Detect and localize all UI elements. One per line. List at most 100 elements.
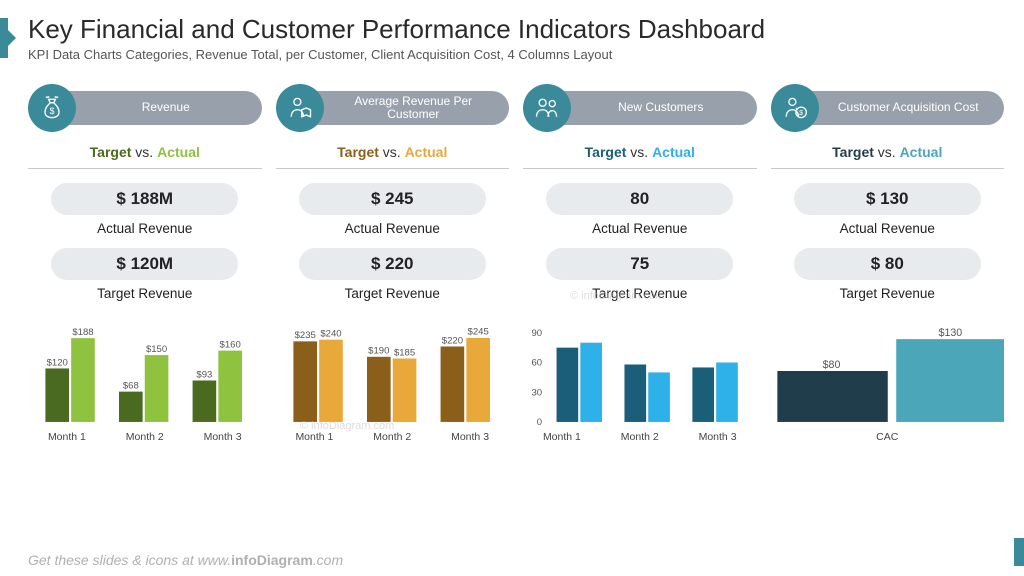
chart: $120$188$68$150$93$160 Month 1Month 2Mon… <box>28 313 262 443</box>
chart: $80 $130 CAC <box>771 313 1005 443</box>
svg-text:$: $ <box>50 106 55 116</box>
svg-text:$188: $188 <box>72 327 93 338</box>
tva-actual: Actual <box>900 144 943 160</box>
pill-header: Average Revenue Per Customer <box>276 84 510 132</box>
bar <box>319 340 343 422</box>
bar <box>557 348 579 422</box>
actual-value-pill: $ 188M <box>51 183 238 215</box>
chart-svg: $235$240$190$185$220$245 <box>276 313 510 429</box>
actual-value-pill: $ 130 <box>794 183 981 215</box>
svg-text:$235: $235 <box>294 330 315 341</box>
bar <box>777 371 887 422</box>
tva-actual: Actual <box>652 144 695 160</box>
pill-header: New Customers <box>523 84 757 132</box>
divider <box>523 168 757 169</box>
actual-value-label: Actual Revenue <box>592 221 687 236</box>
bar <box>692 367 714 421</box>
chart-xlabel: Month 2 <box>126 431 164 443</box>
page-subtitle: KPI Data Charts Categories, Revenue Tota… <box>28 47 1004 62</box>
accent-left <box>0 18 8 58</box>
target-value-label: Target Revenue <box>592 286 687 301</box>
chart-xlabel: Month 3 <box>451 431 489 443</box>
tva-target: Target <box>337 144 379 160</box>
tva-actual: Actual <box>157 144 200 160</box>
svg-text:90: 90 <box>531 328 542 339</box>
svg-text:$68: $68 <box>123 380 139 391</box>
actual-value-pill: $ 245 <box>299 183 486 215</box>
tva-target: Target <box>832 144 874 160</box>
pill-header: $ Revenue <box>28 84 262 132</box>
chart-xlabel: Month 1 <box>543 431 581 443</box>
actual-value-label: Actual Revenue <box>97 221 192 236</box>
chart-svg: $80 $130 <box>771 313 1005 429</box>
kpi-column-cac: $ Customer Acquisition Cost Target vs. A… <box>771 84 1005 443</box>
tva-vs: vs. <box>626 144 652 160</box>
target-vs-actual: Target vs. Actual <box>585 144 695 160</box>
target-value-pill: $ 220 <box>299 248 486 280</box>
chart-xlabel: Month 1 <box>295 431 333 443</box>
kpi-label: Average Revenue Per Customer <box>300 91 510 125</box>
bar <box>580 343 602 422</box>
bar <box>45 368 69 421</box>
header: Key Financial and Customer Performance I… <box>0 0 1024 68</box>
bar <box>716 363 738 422</box>
chart-xlabel: CAC <box>876 431 898 443</box>
bar <box>896 339 1004 422</box>
kpi-column-newcust: New Customers Target vs. Actual 80 Actua… <box>523 84 757 443</box>
chart-svg: $120$188$68$150$93$160 <box>28 313 262 429</box>
people-icon <box>523 84 571 132</box>
money-bag-icon: $ <box>28 84 76 132</box>
svg-text:$245: $245 <box>467 327 488 338</box>
chart-xlabels: Month 1 Month 2 Month 3 <box>276 431 510 443</box>
tva-actual: Actual <box>405 144 448 160</box>
svg-text:$: $ <box>799 110 803 117</box>
person-book-icon <box>276 84 324 132</box>
svg-text:$93: $93 <box>196 369 212 380</box>
target-value-pill: $ 80 <box>794 248 981 280</box>
chart-svg: 0 30 60 90 <box>523 313 757 429</box>
target-vs-actual: Target vs. Actual <box>832 144 942 160</box>
target-value-label: Target Revenue <box>97 286 192 301</box>
actual-value-label: Actual Revenue <box>840 221 935 236</box>
kpi-label: Revenue <box>52 91 262 125</box>
svg-text:$120: $120 <box>47 357 68 368</box>
target-value-label: Target Revenue <box>840 286 935 301</box>
actual-value-pill: 80 <box>546 183 733 215</box>
chart: 0306090 Month 1Month 2Month 3 <box>523 313 757 443</box>
svg-text:30: 30 <box>531 387 542 398</box>
accent-right <box>1014 538 1024 566</box>
target-value-pill: 75 <box>546 248 733 280</box>
svg-text:$80: $80 <box>822 359 840 371</box>
footer-suffix: .com <box>313 552 343 568</box>
bar <box>440 347 464 422</box>
footer-prefix: Get these slides & icons at www. <box>28 552 231 568</box>
bar <box>624 364 646 421</box>
tva-vs: vs. <box>379 144 405 160</box>
page-title: Key Financial and Customer Performance I… <box>28 14 1004 45</box>
chart-xlabel: Month 2 <box>621 431 659 443</box>
bar <box>466 338 490 422</box>
bar <box>218 351 242 422</box>
bar <box>648 372 670 422</box>
bar <box>293 341 317 422</box>
svg-text:60: 60 <box>531 358 542 369</box>
chart-xlabels: CAC <box>771 431 1005 443</box>
bar <box>145 355 169 422</box>
svg-text:$130: $130 <box>938 327 962 339</box>
chart-xlabels: Month 1Month 2Month 3 <box>523 431 757 443</box>
chart-xlabel: Month 1 <box>48 431 86 443</box>
svg-text:0: 0 <box>537 417 542 428</box>
target-vs-actual: Target vs. Actual <box>90 144 200 160</box>
chart-xlabel: Month 3 <box>204 431 242 443</box>
actual-value-label: Actual Revenue <box>345 221 440 236</box>
tva-target: Target <box>585 144 627 160</box>
divider <box>28 168 262 169</box>
chart: $235$240$190$185$220$245 Month 1Month 2M… <box>276 313 510 443</box>
bar <box>392 359 416 422</box>
chart-xlabel: Month 2 <box>373 431 411 443</box>
bar <box>71 338 95 422</box>
svg-text:$160: $160 <box>220 339 241 350</box>
columns-container: $ Revenue Target vs. Actual $ 188M Actua… <box>0 68 1024 443</box>
tva-vs: vs. <box>874 144 900 160</box>
chart-xlabels: Month 1 Month 2 Month 3 <box>28 431 262 443</box>
